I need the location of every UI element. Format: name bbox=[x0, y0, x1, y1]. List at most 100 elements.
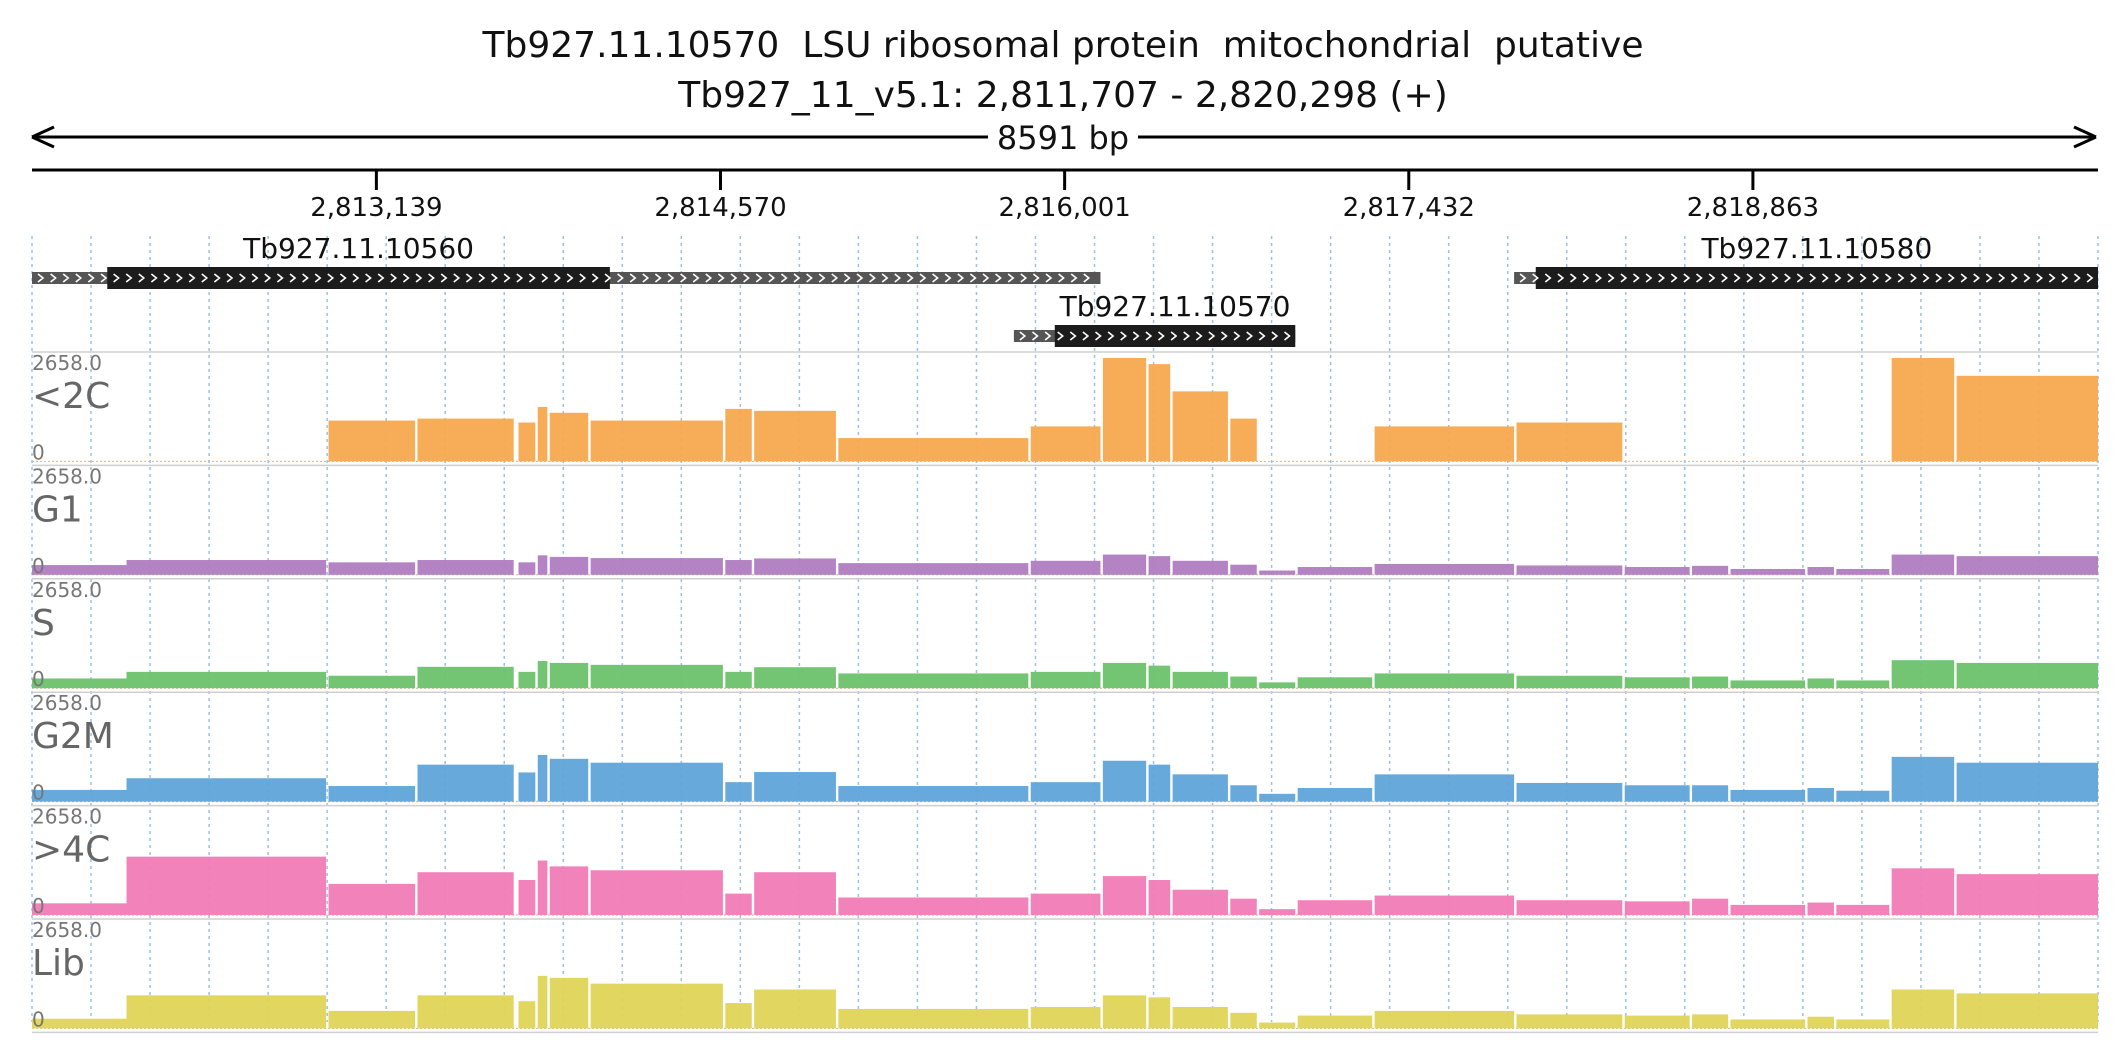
coverage-bar bbox=[1230, 1012, 1257, 1029]
coverage-bar bbox=[549, 977, 589, 1029]
y-max-label: 2658.0 bbox=[32, 691, 102, 715]
coverage-bar bbox=[1230, 418, 1257, 462]
coverage-bar bbox=[1102, 760, 1147, 802]
coverage-bar bbox=[1836, 1019, 1890, 1029]
y-min-label: 0 bbox=[32, 781, 45, 805]
coverage-bar bbox=[518, 879, 536, 915]
coverage-bar bbox=[1516, 1014, 1623, 1029]
coverage-bar bbox=[1230, 564, 1257, 575]
coverage-bar bbox=[1030, 560, 1101, 575]
coverage-bar bbox=[328, 883, 416, 915]
coverage-bar bbox=[1956, 556, 2098, 575]
gene-label: Tb927.11.10580 bbox=[1700, 232, 1932, 265]
y-max-label: 2658.0 bbox=[32, 918, 102, 942]
coverage-bar bbox=[1374, 895, 1515, 915]
coverage-bar bbox=[754, 410, 836, 462]
coverage-bar bbox=[754, 989, 836, 1029]
coverage-bar bbox=[1297, 567, 1373, 575]
coverage-bar bbox=[32, 1018, 127, 1029]
coverage-bar bbox=[1172, 391, 1228, 462]
span-label-background bbox=[988, 120, 1138, 154]
x-tick-label: 2,817,432 bbox=[1343, 193, 1475, 223]
y-max-label: 2658.0 bbox=[32, 805, 102, 829]
coverage-bar bbox=[1030, 782, 1101, 802]
coverage-bar bbox=[328, 786, 416, 802]
coverage-bar bbox=[838, 563, 1029, 575]
coverage-bar bbox=[725, 1003, 752, 1029]
coverage-bar bbox=[1172, 671, 1228, 689]
track-label: Lib bbox=[32, 943, 85, 984]
coverage-bar bbox=[1102, 876, 1147, 915]
coverage-bar bbox=[1516, 782, 1623, 802]
y-min-label: 0 bbox=[32, 554, 45, 578]
coverage-bar bbox=[1956, 762, 2098, 802]
coverage-bar bbox=[754, 558, 836, 575]
coverage-bar bbox=[537, 975, 548, 1029]
coverage-bar bbox=[518, 671, 536, 689]
coverage-bar bbox=[328, 675, 416, 689]
coverage-bar bbox=[417, 764, 514, 802]
coverage-bar bbox=[725, 408, 752, 462]
coverage-bar bbox=[1807, 902, 1834, 915]
coverage-bar bbox=[1259, 682, 1296, 689]
coverage-bar bbox=[1516, 422, 1623, 462]
coverage-bar bbox=[1891, 358, 1955, 462]
coverage-bar bbox=[1891, 756, 1955, 802]
coverage-bar bbox=[1259, 793, 1296, 802]
coverage-bar bbox=[1807, 678, 1834, 689]
coverage-bar bbox=[1102, 662, 1147, 689]
coverage-bar bbox=[126, 856, 327, 915]
coverage-bar bbox=[417, 872, 514, 915]
coverage-bar bbox=[1030, 1007, 1101, 1029]
span-arrow-left-head bbox=[31, 125, 55, 149]
coverage-bar bbox=[1956, 375, 2098, 462]
coverage-bar bbox=[417, 418, 514, 462]
coverage-bar bbox=[1230, 676, 1257, 689]
coverage-bar bbox=[1891, 868, 1955, 915]
coverage-bar bbox=[1956, 993, 2098, 1029]
coverage-bar bbox=[1374, 1010, 1515, 1029]
coverage-bar bbox=[1692, 565, 1729, 575]
coverage-bar bbox=[1516, 675, 1623, 689]
coverage-bar bbox=[1148, 556, 1171, 575]
span-label: 8591 bp bbox=[997, 119, 1129, 157]
x-tick-label: 2,816,001 bbox=[998, 193, 1130, 223]
coverage-bar bbox=[1297, 787, 1373, 802]
coverage-bar bbox=[1259, 1022, 1296, 1029]
coverage-bar bbox=[1692, 676, 1729, 689]
coverage-bar bbox=[549, 556, 589, 575]
coverage-bar bbox=[549, 866, 589, 915]
coverage-bar bbox=[518, 772, 536, 802]
coverage-bar bbox=[1030, 671, 1101, 689]
coverage-bar bbox=[1259, 570, 1296, 575]
coverage-bar bbox=[537, 660, 548, 689]
coverage-bar bbox=[1730, 789, 1806, 802]
y-min-label: 0 bbox=[32, 667, 45, 691]
coverage-bar bbox=[590, 558, 723, 575]
coverage-bar bbox=[1102, 554, 1147, 575]
coverage-bar bbox=[32, 903, 127, 915]
x-tick-label: 2,813,139 bbox=[310, 193, 442, 223]
coverage-bar bbox=[1624, 1015, 1690, 1029]
coverage-bar bbox=[838, 438, 1029, 462]
coverage-bar bbox=[1624, 901, 1690, 915]
coverage-bar bbox=[1956, 662, 2098, 689]
coverage-bar bbox=[549, 758, 589, 802]
coverage-bar bbox=[590, 420, 723, 462]
coverage-bar bbox=[1148, 364, 1171, 462]
y-max-label: 2658.0 bbox=[32, 578, 102, 602]
coverage-bar bbox=[1102, 358, 1147, 462]
coverage-bar bbox=[1836, 568, 1890, 575]
gene-strand-chevrons bbox=[1519, 273, 2094, 283]
coverage-bar bbox=[518, 1001, 536, 1029]
coverage-bar bbox=[126, 560, 327, 575]
coverage-bar bbox=[1172, 889, 1228, 915]
coverage-bar bbox=[725, 560, 752, 575]
coverage-bar bbox=[1891, 989, 1955, 1029]
gene-strand-chevrons bbox=[1019, 331, 1291, 341]
coverage-bar bbox=[32, 789, 127, 802]
coverage-bar bbox=[1891, 660, 1955, 689]
coverage-bar bbox=[1807, 1016, 1834, 1029]
coverage-bar bbox=[126, 995, 327, 1029]
